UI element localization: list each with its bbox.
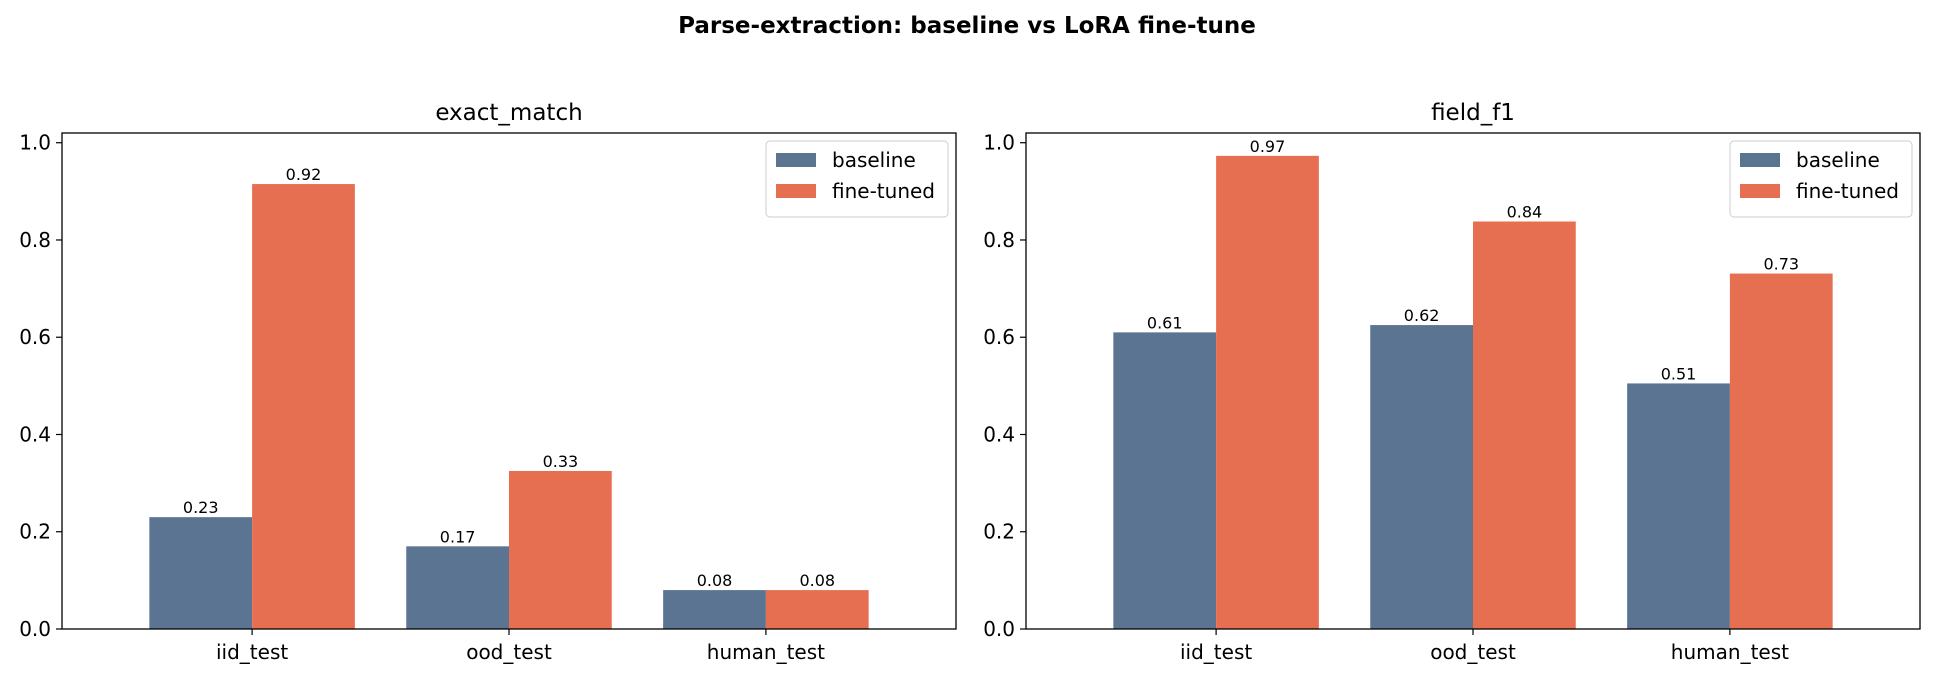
legend-swatch-fine-tuned: [1740, 184, 1780, 198]
y-tick-label: 0.2: [983, 520, 1015, 544]
data-label: 0.17: [440, 527, 476, 546]
bar-fine-tuned-ood-test: [509, 470, 612, 629]
y-tick-label: 0.4: [983, 422, 1015, 446]
bar-baseline-iid-test: [149, 517, 253, 629]
x-tick-label: iid_test: [1180, 640, 1252, 664]
y-tick-label: 0.6: [983, 325, 1015, 349]
data-label: 0.62: [1404, 306, 1440, 325]
legend-swatch-fine-tuned: [776, 184, 816, 198]
y-tick-label: 0.4: [19, 422, 51, 446]
panel-exact-match: exact_match 0.23 0.17 0.08 0.92 0.33 0.08 0.0 0.…: [19, 100, 957, 664]
panel-title: exact_match: [435, 100, 582, 126]
legend-label-baseline: baseline: [832, 148, 916, 172]
data-label: 0.33: [543, 452, 579, 471]
bar-fine-tuned-human-test: [765, 590, 869, 629]
figure-title: Parse-extraction: baseline vs LoRA fine-…: [678, 13, 1256, 39]
bar-baseline-human-test: [663, 590, 766, 629]
y-tick-label: 0.6: [19, 325, 51, 349]
y-tick-label: 0.2: [19, 520, 51, 544]
data-label: 0.61: [1147, 313, 1183, 332]
legend: baseline fine-tuned: [1729, 140, 1913, 218]
x-tick-label: human_test: [707, 640, 825, 664]
panel-title: field_f1: [1431, 100, 1515, 126]
bar-baseline-human-test: [1627, 383, 1730, 629]
data-label: 0.73: [1763, 255, 1799, 274]
legend-label-fine-tuned: fine-tuned: [1796, 179, 1899, 203]
bar-baseline-ood-test: [406, 546, 509, 629]
bar-fine-tuned-ood-test: [1473, 221, 1576, 629]
x-tick-label: ood_test: [1430, 640, 1516, 664]
y-tick-label: 1.0: [983, 131, 1015, 155]
bar-baseline-ood-test: [1370, 325, 1473, 629]
panel-field-f1: field_f1 0.61 0.62 0.51 0.97 0.84 0.73 0.0 0.2 0.…: [983, 100, 1921, 664]
data-label: 0.23: [183, 498, 219, 517]
bar-fine-tuned-human-test: [1729, 273, 1833, 629]
x-tick-label: human_test: [1671, 640, 1789, 664]
legend: baseline fine-tuned: [765, 140, 949, 218]
data-label: 0.92: [286, 165, 322, 184]
legend-swatch-baseline: [1740, 153, 1780, 167]
y-tick-label: 0.0: [19, 617, 51, 641]
legend-swatch-baseline: [776, 153, 816, 167]
y-tick-label: 0.8: [983, 228, 1015, 252]
data-label: 0.08: [799, 571, 835, 590]
data-label: 0.51: [1661, 364, 1697, 383]
x-tick-label: iid_test: [216, 640, 288, 664]
bar-fine-tuned-iid-test: [252, 184, 355, 629]
y-tick-label: 1.0: [19, 131, 51, 155]
bar-fine-tuned-iid-test: [1216, 155, 1319, 629]
y-tick-label: 0.0: [983, 617, 1015, 641]
x-tick-label: ood_test: [466, 640, 552, 664]
legend-label-baseline: baseline: [1796, 148, 1880, 172]
data-label: 0.84: [1507, 203, 1543, 222]
bar-baseline-iid-test: [1113, 332, 1217, 629]
data-label: 0.97: [1250, 137, 1286, 156]
legend-label-fine-tuned: fine-tuned: [832, 179, 935, 203]
data-label: 0.08: [697, 571, 733, 590]
y-tick-label: 0.8: [19, 228, 51, 252]
